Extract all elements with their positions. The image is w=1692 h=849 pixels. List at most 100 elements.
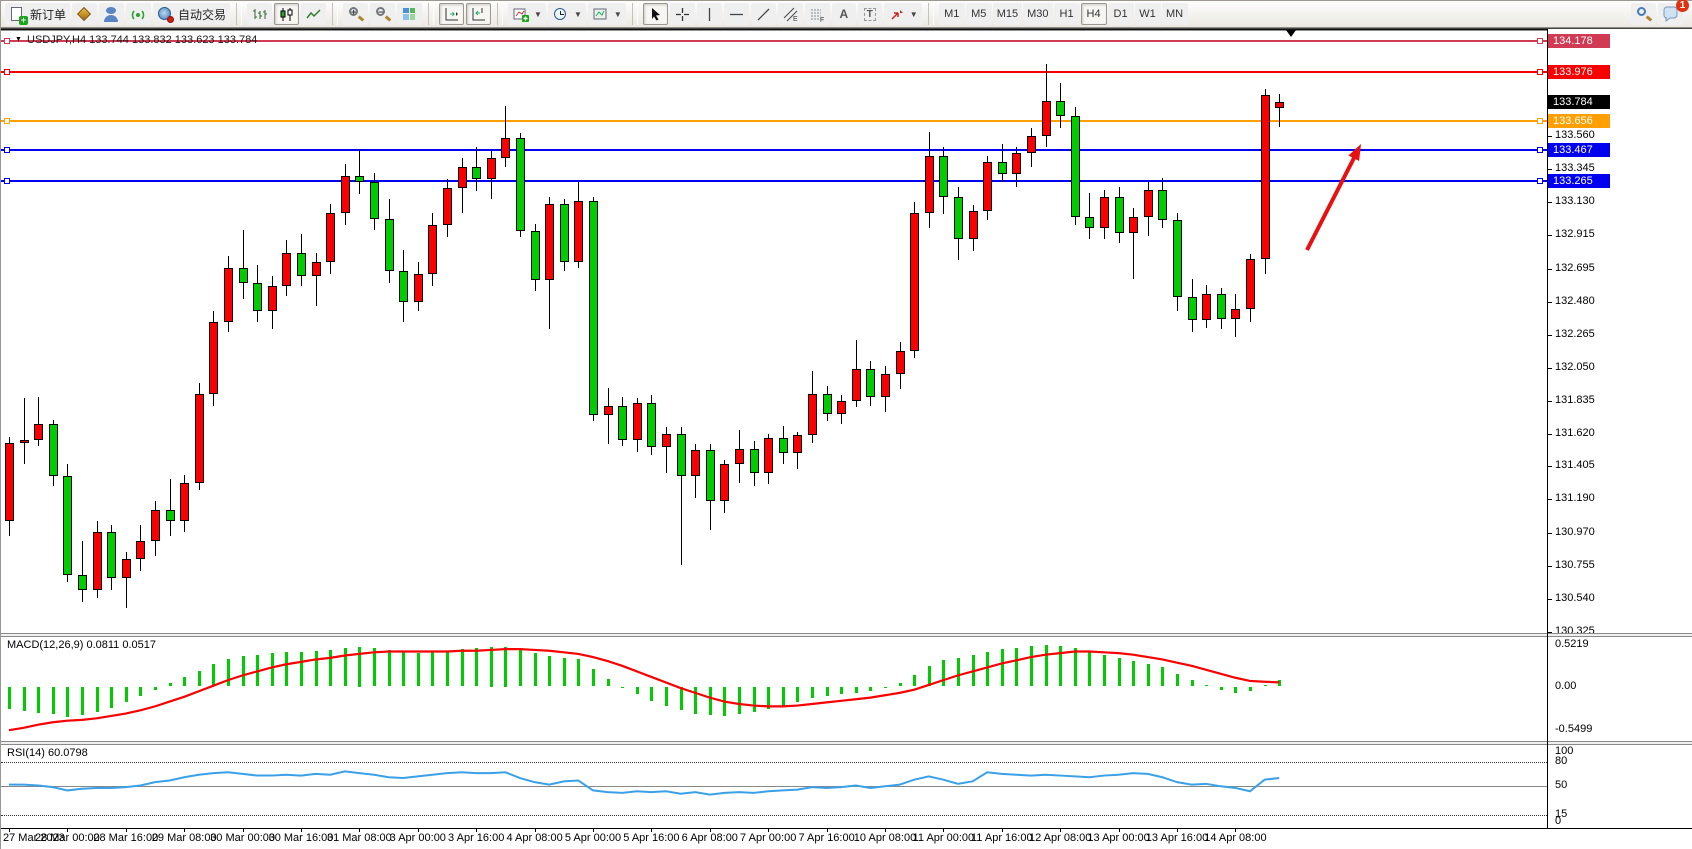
cursor-button[interactable] <box>642 3 668 25</box>
time-axis-tick <box>184 828 186 832</box>
text-button[interactable]: A <box>831 3 856 25</box>
equidistant-channel-button[interactable]: E <box>777 3 803 25</box>
profile-button[interactable] <box>99 3 125 25</box>
hline-handle[interactable] <box>1537 146 1543 153</box>
timeframe-m5-button[interactable]: M5 <box>965 3 992 25</box>
pane-splitter[interactable] <box>1 741 1692 745</box>
signals-button[interactable] <box>126 3 152 25</box>
timeframe-d1-button[interactable]: D1 <box>1107 3 1134 25</box>
indicators-button[interactable]: ▼ <box>508 3 546 25</box>
fibonacci-button[interactable]: F <box>804 3 830 25</box>
rsi-label: RSI(14) 60.0798 <box>7 747 88 759</box>
timeframe-m1-button[interactable]: M1 <box>938 3 965 25</box>
chart-shift-button[interactable] <box>466 3 492 25</box>
candle-down <box>822 393 832 414</box>
candle-up <box>180 482 190 521</box>
periods-icon <box>552 6 569 23</box>
macd-histogram-bar <box>796 686 800 703</box>
zoom-out-button[interactable]: − <box>370 3 396 25</box>
tile-windows-button[interactable] <box>397 3 423 25</box>
chart-shift-marker-icon[interactable] <box>1286 30 1296 37</box>
timeframe-m15-button[interactable]: M15 <box>992 3 1023 25</box>
time-axis-label: 29 Mar 08:00 <box>151 832 217 844</box>
hline-object[interactable] <box>1 40 1547 43</box>
candle-up <box>1202 294 1212 321</box>
vertical-line-button[interactable] <box>696 3 722 25</box>
macd-histogram-bar <box>124 686 128 703</box>
crosshair-button[interactable] <box>669 3 695 25</box>
horizontal-line-button[interactable] <box>723 3 749 25</box>
macd-histogram-bar <box>927 665 931 687</box>
hline-handle[interactable] <box>4 37 10 44</box>
hline-handle[interactable] <box>4 177 10 184</box>
time-axis-label: 11 Apr 00:00 <box>912 832 975 844</box>
candle-up <box>326 212 336 262</box>
macd-histogram-bar <box>635 686 639 695</box>
candle-up <box>924 156 934 213</box>
timeframe-m30-button[interactable]: M30 <box>1023 3 1053 25</box>
text-label-button[interactable]: T <box>857 3 882 25</box>
time-axis-tick <box>534 828 536 832</box>
macd-histogram-bar <box>548 656 552 687</box>
price-axis-label: 131.190 <box>1555 492 1595 505</box>
hline-handle[interactable] <box>1537 37 1543 44</box>
hline-handle[interactable] <box>1537 68 1543 75</box>
templates-button[interactable]: ▼ <box>587 3 626 25</box>
hline-object[interactable] <box>1 149 1547 152</box>
candle-down <box>530 231 540 281</box>
periods-button[interactable]: ▼ <box>547 3 586 25</box>
candle-down <box>370 182 379 219</box>
zoom-in-button[interactable]: + <box>343 3 369 25</box>
search-button[interactable] <box>1631 3 1656 25</box>
macd-histogram-bar <box>241 656 245 687</box>
new-order-label: 新订单 <box>30 7 67 22</box>
candle-up <box>224 267 233 322</box>
tile-windows-icon <box>401 6 418 23</box>
rsi-axis-label: 0 <box>1555 815 1562 827</box>
hline-object[interactable] <box>1 120 1547 123</box>
timeframe-h4-button[interactable]: H4 <box>1080 3 1107 25</box>
macd-histogram-bar <box>110 686 114 708</box>
timeframe-mn-button[interactable]: MN <box>1161 3 1188 25</box>
chart-title: USDJPY,H4 133.744 133.832 133.623 133.78… <box>27 34 258 46</box>
arrows-button[interactable]: ▼ <box>883 3 922 25</box>
macd-histogram-bar <box>431 652 435 687</box>
macd-histogram-bar <box>1117 657 1121 687</box>
new-order-button[interactable]: + 新订单 <box>5 3 71 25</box>
chart-area[interactable]: 133.560 133.345 133.130 132.915 132.695 132.4… <box>1 28 1692 849</box>
candle-up <box>501 137 511 158</box>
arrow-annotation[interactable] <box>1305 144 1361 251</box>
macd-histogram-bar <box>519 648 522 687</box>
autotrading-button[interactable]: 自动交易 <box>153 3 231 25</box>
line-chart-button[interactable] <box>301 3 327 25</box>
bar-chart-button[interactable] <box>247 3 273 25</box>
candle-up <box>194 393 204 483</box>
hline-handle[interactable] <box>4 68 10 75</box>
hline-handle[interactable] <box>1537 117 1543 124</box>
hline-handle[interactable] <box>4 117 10 124</box>
new-order-icon: + <box>9 6 28 25</box>
macd-histogram-bar <box>1249 686 1252 692</box>
time-axis-label: 31 Mar 08:00 <box>326 832 392 844</box>
candle-wick <box>680 427 682 566</box>
timeframe-h1-button[interactable]: H1 <box>1053 3 1080 25</box>
pane-splitter[interactable] <box>1 633 1692 637</box>
hline-object[interactable] <box>1 71 1547 74</box>
candle-up <box>720 464 730 501</box>
price-axis-tick <box>1548 367 1552 369</box>
time-axis-tick <box>125 828 127 832</box>
hline-handle[interactable] <box>1537 177 1543 184</box>
trendline-button[interactable] <box>750 3 776 25</box>
macd-label: MACD(12,26,9) 0.0811 0.0517 <box>7 639 156 651</box>
symbol-dropdown-icon[interactable]: ▼ <box>15 36 22 43</box>
macd-histogram-bar <box>650 686 654 701</box>
hline-object[interactable] <box>1 180 1547 183</box>
auto-scroll-button[interactable] <box>439 3 465 25</box>
timeframe-w1-button[interactable]: W1 <box>1134 3 1161 25</box>
macd-histogram-bar <box>1161 667 1165 687</box>
macd-histogram-bar <box>562 657 566 687</box>
chat-button[interactable]: 1 <box>1658 0 1689 25</box>
hline-handle[interactable] <box>4 146 10 153</box>
candlestick-button[interactable] <box>274 3 300 25</box>
gem-button[interactable] <box>72 3 98 25</box>
